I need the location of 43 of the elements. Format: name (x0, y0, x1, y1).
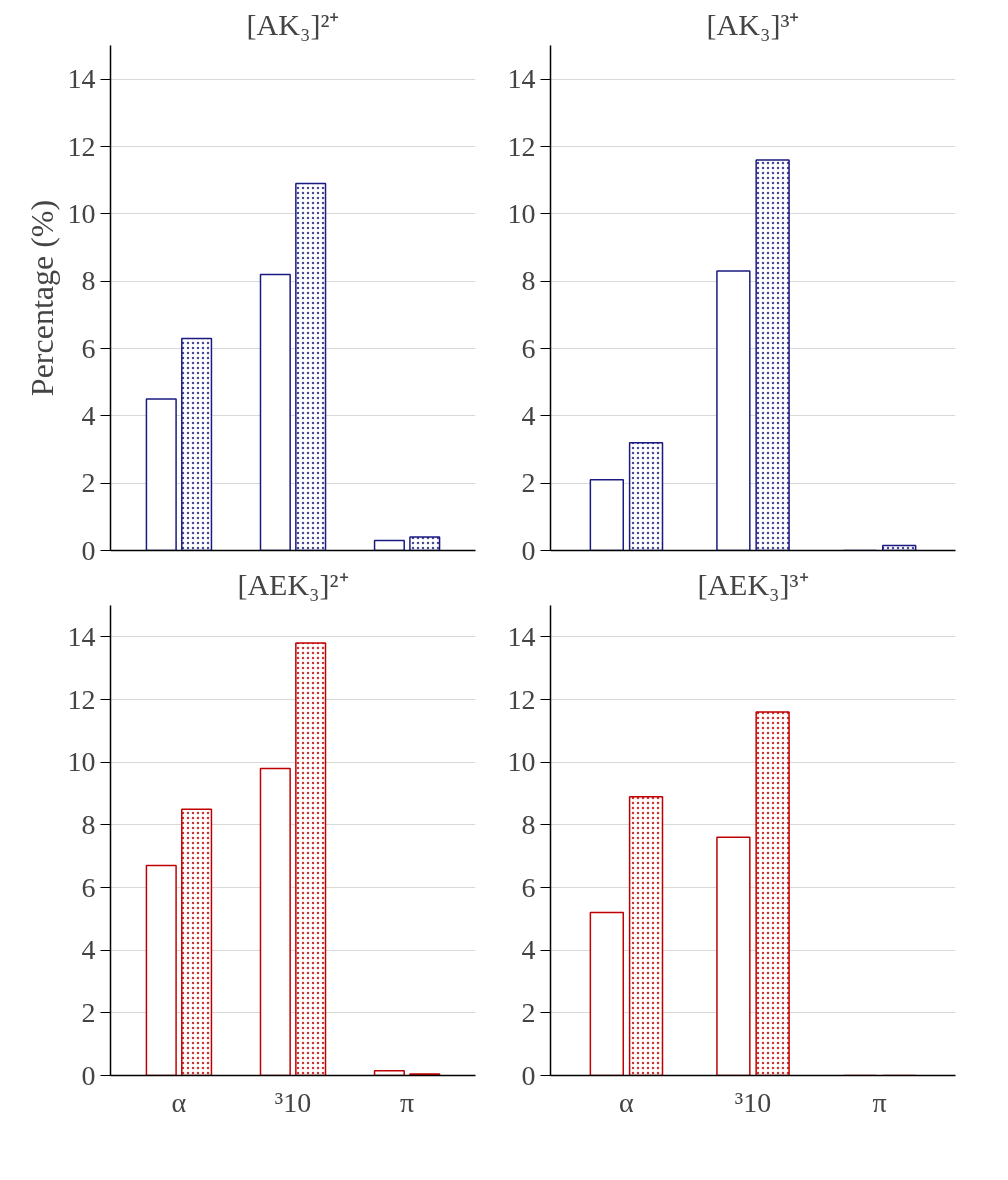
y-tick-label: 8 (81, 808, 96, 840)
chart-title: [AK₃]³⁺ (706, 7, 800, 41)
y-tick-label: 10 (507, 746, 536, 778)
y-tick-label: 12 (67, 683, 96, 715)
y-tick-label: 6 (81, 332, 96, 364)
x-tick-label: α (171, 1086, 187, 1118)
y-tick-label: 10 (507, 197, 536, 229)
x-tick-label: ³10 (734, 1086, 772, 1118)
y-tick-label: 4 (81, 934, 96, 966)
y-tick-label: 4 (81, 399, 96, 431)
y-tick-label: 0 (81, 1059, 96, 1091)
chart-title: [AEK₃]³⁺ (697, 567, 809, 601)
y-tick-label: 10 (67, 746, 96, 778)
y-tick-label: 0 (521, 1059, 536, 1091)
x-tick-label: ³10 (274, 1086, 312, 1118)
y-tick-label: 12 (507, 130, 536, 162)
y-tick-label: 2 (81, 996, 96, 1028)
y-tick-label: 0 (81, 534, 96, 566)
y-tick-label: 8 (81, 265, 96, 297)
y-tick-label: 8 (521, 808, 536, 840)
y-tick-label: 4 (521, 399, 536, 431)
y-tick-label: 6 (81, 871, 96, 903)
y-tick-label: 0 (521, 534, 536, 566)
y-tick-label: 8 (521, 265, 536, 297)
x-tick-label: π (399, 1086, 415, 1118)
y-tick-label: 14 (67, 620, 96, 652)
y-tick-label: 4 (521, 934, 536, 966)
y-tick-label: 6 (521, 871, 536, 903)
chart-title: [AEK₃]²⁺ (237, 567, 349, 601)
y-tick-label: 2 (81, 467, 96, 499)
y-tick-label: 2 (521, 996, 536, 1028)
y-axis-title: Percentage (%) (23, 199, 60, 397)
y-tick-label: 12 (507, 683, 536, 715)
y-tick-label: 14 (507, 620, 536, 652)
chart-title: [AK₃]²⁺ (246, 7, 340, 41)
y-tick-label: 2 (521, 467, 536, 499)
x-tick-label: π (872, 1086, 887, 1118)
y-tick-label: 14 (67, 63, 96, 95)
y-tick-label: 10 (67, 197, 96, 229)
y-tick-label: 12 (67, 130, 96, 162)
y-tick-label: 6 (521, 332, 536, 364)
y-tick-label: 14 (507, 63, 536, 95)
x-tick-label: α (619, 1086, 635, 1118)
